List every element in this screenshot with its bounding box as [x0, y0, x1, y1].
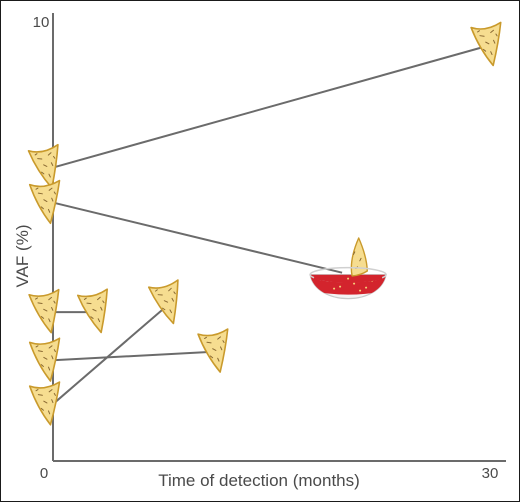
connector-line: [52, 302, 171, 405]
tortilla-chip-icon: [28, 179, 61, 225]
tortilla-chip-icon: [197, 328, 229, 373]
x-tick-label: 0: [40, 465, 48, 482]
tortilla-chip-icon: [76, 288, 108, 334]
connector-line: [52, 43, 492, 169]
tortilla-chip-icon: [28, 288, 60, 334]
tortilla-chip-icon: [27, 143, 59, 189]
y-tick-label: 10: [33, 14, 50, 31]
x-axis-title: Time of detection (months): [158, 471, 360, 490]
connector-lines: [52, 43, 492, 405]
connector-line: [52, 201, 343, 274]
salsa-bowl-icon: [309, 237, 387, 300]
x-tick-label: 30: [482, 465, 499, 482]
tortilla-chip-icon: [470, 21, 502, 67]
y-axis-title: VAF (%): [13, 225, 32, 288]
tortilla-chip-icon: [28, 381, 61, 426]
tortilla-chip-icon: [147, 279, 179, 325]
connector-line: [52, 350, 219, 362]
axes: [52, 13, 506, 462]
chip-markers: [27, 21, 502, 426]
tortilla-chip-icon: [28, 337, 61, 382]
